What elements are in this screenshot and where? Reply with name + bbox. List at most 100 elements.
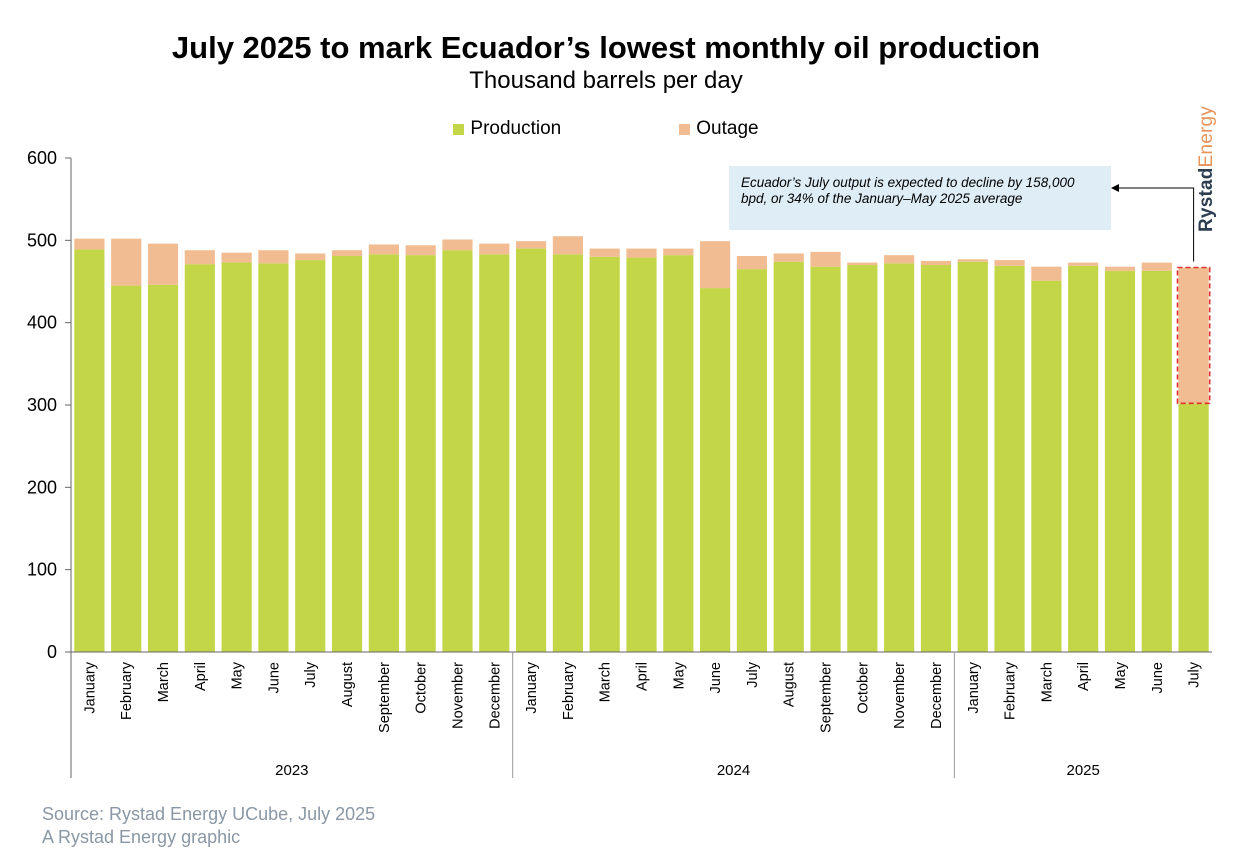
bar-outage [1031, 266, 1062, 281]
bar-production [700, 288, 731, 652]
bar-production [515, 248, 547, 652]
bar-production [479, 254, 510, 652]
brand-part2: Energy [1196, 106, 1217, 168]
bar-outage [700, 241, 731, 289]
bar-production [258, 263, 289, 652]
source-line: Source: Rystad Energy UCube, July 2025 [42, 804, 376, 824]
y-tick-label: 300 [27, 395, 57, 415]
bar-production [368, 254, 399, 652]
bar-production [295, 260, 326, 652]
x-tick-label: May [671, 661, 687, 689]
bar-outage [111, 238, 142, 286]
bar-outage [1104, 266, 1136, 271]
x-tick-label: October [855, 662, 871, 714]
bar-outage [479, 243, 510, 255]
bar-outage [626, 248, 657, 258]
bar-outage [847, 262, 878, 266]
x-tick-label: January [524, 661, 540, 713]
x-tick-label: November [892, 662, 908, 729]
x-tick-label: July [1187, 661, 1203, 688]
x-tick-label: June [266, 662, 282, 693]
legend-label-outage: Outage [696, 118, 759, 139]
y-tick-label: 500 [27, 230, 57, 250]
bar-outage [515, 241, 547, 249]
legend-item-production: Production [453, 118, 561, 140]
credit-line: A Rystad Energy graphic [42, 827, 241, 847]
annotation-arrow-line [1117, 187, 1195, 262]
bar-production [552, 254, 583, 652]
legend-swatch-production [453, 123, 465, 135]
bar-outage [773, 253, 804, 262]
x-tick-label: November [450, 662, 466, 729]
legend-swatch-outage [679, 123, 691, 135]
x-tick-label: May [1113, 661, 1129, 689]
y-tick-label: 200 [27, 477, 57, 497]
x-tick-label: March [156, 662, 172, 702]
x-tick-label: September [377, 662, 393, 733]
x-tick-label: June [1150, 662, 1166, 693]
bar-outage [994, 260, 1025, 266]
bar-outage [1178, 267, 1209, 404]
bar-production [994, 265, 1025, 652]
bar-production [957, 261, 988, 652]
legend: Production Outage [0, 118, 1212, 140]
x-tick-label: December [929, 662, 945, 729]
x-tick-label: March [598, 662, 614, 702]
bar-production [663, 255, 694, 652]
x-tick-label: May [230, 661, 246, 689]
bar-outage [221, 252, 252, 263]
x-tick-label: August [340, 662, 356, 707]
x-tick-label: July [745, 661, 761, 688]
chart-subtitle: Thousand barrels per day [469, 67, 743, 94]
bar-production [331, 255, 363, 653]
bar-production [405, 255, 436, 652]
bar-outage [74, 238, 105, 250]
x-tick-label: April [1076, 662, 1092, 691]
bar-outage [331, 250, 363, 256]
x-tick-label: July [303, 661, 319, 688]
bar-outage [589, 248, 620, 257]
bar-production [442, 250, 473, 652]
bar-production [147, 284, 179, 652]
bar-outage [736, 255, 768, 270]
brand-part1: Rystad [1196, 167, 1217, 232]
bar-production [111, 285, 142, 652]
year-group-label: 2025 [1066, 762, 1099, 779]
bar-production [221, 262, 252, 652]
x-tick-label: September [819, 662, 835, 733]
bar-outage [884, 255, 915, 264]
annotation-arrowhead [1111, 184, 1119, 192]
year-group-label: 2023 [275, 762, 308, 779]
bar-outage [147, 243, 179, 285]
x-tick-label: April [193, 662, 209, 691]
highlight-box [1176, 266, 1211, 405]
legend-item-outage: Outage [679, 118, 759, 140]
bar-production [1141, 270, 1172, 652]
bar-production [773, 261, 804, 652]
legend-label-production: Production [470, 118, 562, 139]
bar-outage [405, 245, 436, 256]
x-tick-label: January [966, 661, 982, 713]
source-note: Source: Rystad Energy UCube, July 2025 A… [42, 803, 375, 849]
y-tick-label: 100 [27, 560, 57, 580]
bar-outage [295, 253, 326, 261]
bar-production [810, 266, 841, 652]
bar-production [1104, 270, 1136, 652]
x-tick-label: June [708, 662, 724, 693]
chart-annotation: Ecuador’s July output is expected to dec… [729, 166, 1111, 230]
bar-production [589, 256, 620, 652]
bar-outage [1068, 262, 1099, 266]
bar-production [626, 257, 657, 652]
bar-outage [810, 251, 841, 267]
bar-outage [442, 239, 473, 251]
x-tick-label: August [782, 662, 798, 707]
rystad-energy-logo: RystadEnergy [1196, 106, 1218, 232]
bar-production [1178, 403, 1209, 652]
bar-production [884, 263, 915, 652]
bar-production [847, 265, 878, 652]
x-tick-label: January [82, 661, 98, 713]
y-tick-label: 0 [47, 642, 57, 662]
chart-title: July 2025 to mark Ecuador’s lowest month… [171, 30, 1041, 65]
bar-outage [368, 244, 399, 255]
